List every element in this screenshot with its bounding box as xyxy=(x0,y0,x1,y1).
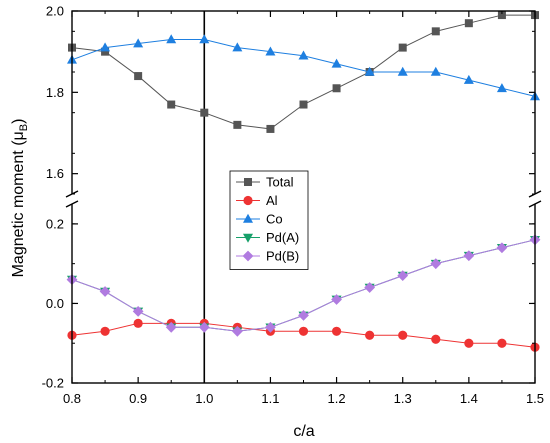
data-point xyxy=(463,250,475,262)
data-point xyxy=(198,321,210,333)
axis-break-gap-right xyxy=(529,194,541,204)
axes-layer: 0.8 0.9 1.0 1.1 1.2 1.3 1.4 1.5 1.6 1.8 2.0 -0.2 0.0… xyxy=(42,4,544,407)
legend-marker xyxy=(243,195,253,206)
data-point xyxy=(298,326,309,336)
data-point xyxy=(331,294,342,305)
data-point xyxy=(133,318,143,328)
data-point xyxy=(133,38,144,48)
data-point xyxy=(364,66,375,76)
y-tick-label-upper: 1.6 xyxy=(46,166,64,181)
data-point xyxy=(398,330,408,340)
legend-label: Pd(A) xyxy=(266,230,299,245)
data-point xyxy=(99,286,111,297)
legend-marker xyxy=(243,233,253,243)
data-point xyxy=(496,83,507,93)
data-point xyxy=(233,120,242,129)
legend-box xyxy=(229,170,309,270)
data-point xyxy=(464,19,473,28)
data-point xyxy=(431,27,440,36)
data-point xyxy=(165,321,177,333)
legend-entry: Pd(B) xyxy=(236,249,299,264)
x-tick-label: 0.8 xyxy=(63,391,81,406)
data-point xyxy=(132,306,144,317)
y-axis-title: Magnetic moment (μB) xyxy=(10,119,30,278)
legend-label: Al xyxy=(266,193,278,208)
legend-entry: Al xyxy=(236,193,278,208)
axis-break-mark xyxy=(65,200,79,208)
data-point xyxy=(232,42,243,52)
data-point xyxy=(430,258,442,270)
y-tick-label-upper: 1.8 xyxy=(46,85,64,100)
data-point xyxy=(100,326,110,336)
data-point xyxy=(299,100,308,109)
axis-break-mark xyxy=(528,200,542,208)
y-axis-title-close: ) xyxy=(10,119,27,124)
data-point xyxy=(134,72,143,81)
data-point xyxy=(166,34,177,44)
x-tick-label: 1.4 xyxy=(460,391,478,406)
data-point xyxy=(200,108,209,117)
series-line xyxy=(71,14,535,130)
x-tick-label: 1.0 xyxy=(195,391,213,406)
data-point xyxy=(397,66,408,76)
y-axis-title-subscript: B xyxy=(18,124,30,131)
x-tick-label: 1.2 xyxy=(328,391,346,406)
data-point xyxy=(332,84,341,93)
series-total xyxy=(68,11,539,133)
data-point xyxy=(167,100,176,109)
series-layer xyxy=(66,11,541,352)
data-point xyxy=(431,334,441,344)
y-tick-label-upper: 2.0 xyxy=(46,4,64,19)
y-axis-title-main: Magnetic moment (μ xyxy=(10,131,27,277)
data-point xyxy=(298,50,309,60)
x-tick-label: 1.1 xyxy=(261,391,279,406)
data-point xyxy=(100,42,111,52)
data-point xyxy=(298,309,309,321)
x-tick-label: 1.5 xyxy=(526,391,544,406)
legend-marker xyxy=(244,178,252,186)
data-point xyxy=(397,270,409,281)
y-tick-label-lower: 0.2 xyxy=(46,216,64,231)
legend-marker xyxy=(242,250,254,262)
legend-entry: Co xyxy=(236,212,283,227)
y-tick-label-lower: -0.2 xyxy=(42,376,64,391)
data-point xyxy=(331,58,342,68)
legend: Total Al Co Pd(A) Pd(B) xyxy=(229,170,309,270)
legend-marker xyxy=(243,213,253,223)
data-point xyxy=(464,338,474,348)
x-axis-title: c/a xyxy=(293,423,314,440)
data-point xyxy=(265,46,276,56)
legend-label: Total xyxy=(266,175,294,190)
data-point xyxy=(265,321,276,333)
data-point xyxy=(365,330,375,340)
data-point xyxy=(496,242,508,254)
series-line xyxy=(71,38,536,97)
data-point xyxy=(266,124,275,133)
data-point xyxy=(364,282,376,293)
data-point xyxy=(101,47,110,56)
x-tick-label: 0.9 xyxy=(129,391,147,406)
series-al xyxy=(67,318,540,352)
data-point xyxy=(331,326,342,336)
series-pd-b xyxy=(66,234,541,337)
data-point xyxy=(199,34,210,44)
axis-break-gap-left xyxy=(66,194,78,204)
legend-entry: Pd(A) xyxy=(236,230,299,245)
data-point xyxy=(497,11,506,20)
data-point xyxy=(430,66,441,76)
series-co xyxy=(67,34,540,101)
data-point xyxy=(497,338,507,348)
legend-label: Co xyxy=(266,212,283,227)
data-point xyxy=(463,74,474,84)
y-tick-label-lower: 0.0 xyxy=(46,296,64,311)
x-tick-label: 1.3 xyxy=(394,391,412,406)
data-point xyxy=(231,325,243,337)
legend-label: Pd(B) xyxy=(266,249,299,264)
legend-entry: Total xyxy=(236,175,294,190)
data-point xyxy=(398,43,407,52)
